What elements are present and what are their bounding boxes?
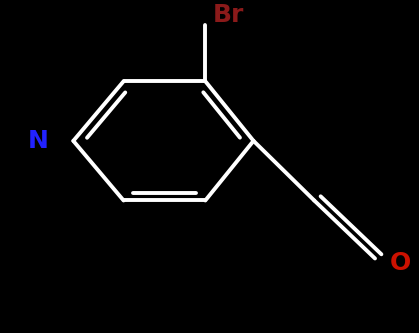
Text: N: N xyxy=(27,129,48,153)
Text: Br: Br xyxy=(213,3,244,27)
Text: O: O xyxy=(390,251,411,275)
